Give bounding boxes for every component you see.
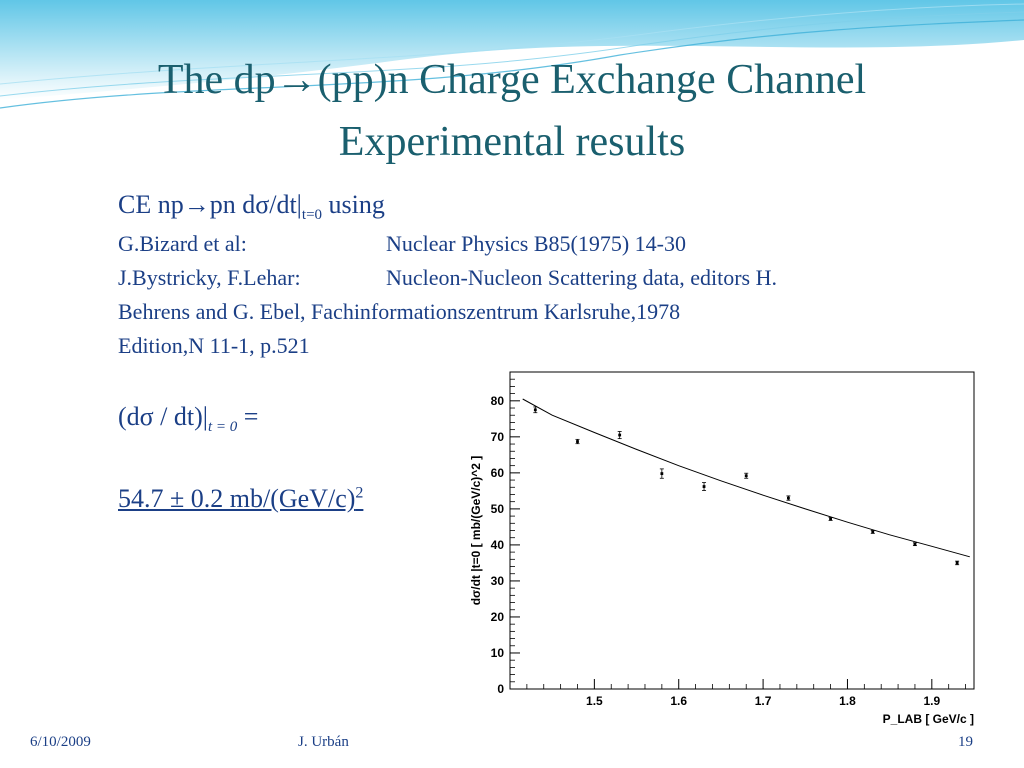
ref-author: J.Bystricky, F.Lehar: (118, 265, 301, 290)
slide-title-line2: Experimental results (338, 119, 686, 165)
data-point (576, 440, 579, 443)
heading-tail: using (322, 190, 385, 219)
wave-line (0, 3, 1024, 85)
formula-main: (dσ / dt)| (118, 402, 208, 431)
data-point (618, 433, 622, 437)
y-tick-label: 30 (491, 574, 505, 588)
chart-panel: 0 10 20 30 40 50 60 70 80 1.5 1.6 1.7 1.8 1.9 P_LAB [ … (452, 334, 1024, 728)
ref-author: G.Bizard et al: (118, 231, 247, 256)
data-point (955, 561, 959, 565)
heading: CE np→pn dσ/dt|t=0 using (118, 190, 385, 224)
data-point (871, 530, 875, 534)
footer-author: J. Urbán (298, 734, 349, 750)
wave-line (0, 19, 1024, 109)
formula: (dσ / dt)|t = 0 = (118, 402, 258, 436)
formula-tail: = (237, 402, 259, 431)
heading-main: CE np→pn dσ/dt| (118, 190, 302, 219)
y-tick-label: 0 (497, 682, 504, 696)
y-tick-label: 70 (491, 430, 505, 444)
slide-title-line1: The dp→(pp)n Charge Exchange Channel (157, 57, 867, 103)
footer-page-number: 19 (958, 734, 973, 750)
x-tick-label: 1.5 (586, 694, 603, 708)
y-tick-label: 10 (491, 646, 505, 660)
data-point (913, 542, 917, 546)
formula-subscript: t = 0 (207, 419, 238, 436)
reference-line-2: J.Bystricky, F.Lehar: Nucleon-Nucleon Sc… (118, 261, 777, 295)
chart-svg: 0 10 20 30 40 50 60 70 80 1.5 1.6 1.7 1.8 1.9 P_LAB [ … (469, 371, 975, 726)
x-tick-label: 1.9 (923, 694, 940, 708)
data-point (702, 485, 706, 488)
y-tick-label: 60 (491, 466, 505, 480)
y-tick-label: 50 (491, 502, 505, 516)
reference-line-3: Behrens and G. Ebel, Fachinformationszen… (118, 299, 681, 324)
data-point (533, 408, 537, 412)
reference-line-4: Edition,N 11-1, p.521 (118, 333, 310, 358)
ref-source: Nuclear Physics B85(1975) 14-30 (386, 231, 687, 256)
heading-subscript: t=0 (301, 207, 323, 224)
data-point (829, 517, 832, 521)
data-point (744, 474, 748, 478)
y-tick-label: 40 (491, 538, 505, 552)
result-main: 54.7 ± 0.2 mb/(GeV/c) (118, 484, 356, 513)
plot-frame (509, 371, 975, 690)
fit-curve (522, 398, 970, 558)
reference-line-1: G.Bizard et al: Nuclear Physics B85(1975… (118, 227, 686, 261)
x-tick-label: 1.6 (670, 694, 687, 708)
x-tick-label: 1.7 (755, 694, 772, 708)
ref-source: Nucleon-Nucleon Scattering data, editors… (386, 265, 777, 290)
x-axis-label: P_LAB [ GeV/c ] (883, 712, 974, 726)
y-axis-label: dσ/dt |t=0 [ mb/(GeV/c)^2 ] (469, 456, 483, 606)
data-point (660, 472, 664, 475)
data-point (787, 496, 790, 500)
result-value: 54.7 ± 0.2 mb/(GeV/c)2 (118, 484, 363, 514)
x-tick-label: 1.8 (839, 694, 856, 708)
result-superscript: 2 (355, 484, 364, 502)
decorative-wave-background (0, 0, 1024, 109)
wave-fill (0, 0, 1024, 100)
wave-line (0, 11, 1024, 97)
y-tick-label: 20 (491, 610, 505, 624)
footer-date: 6/10/2009 (30, 734, 91, 750)
y-tick-label: 80 (491, 394, 505, 408)
